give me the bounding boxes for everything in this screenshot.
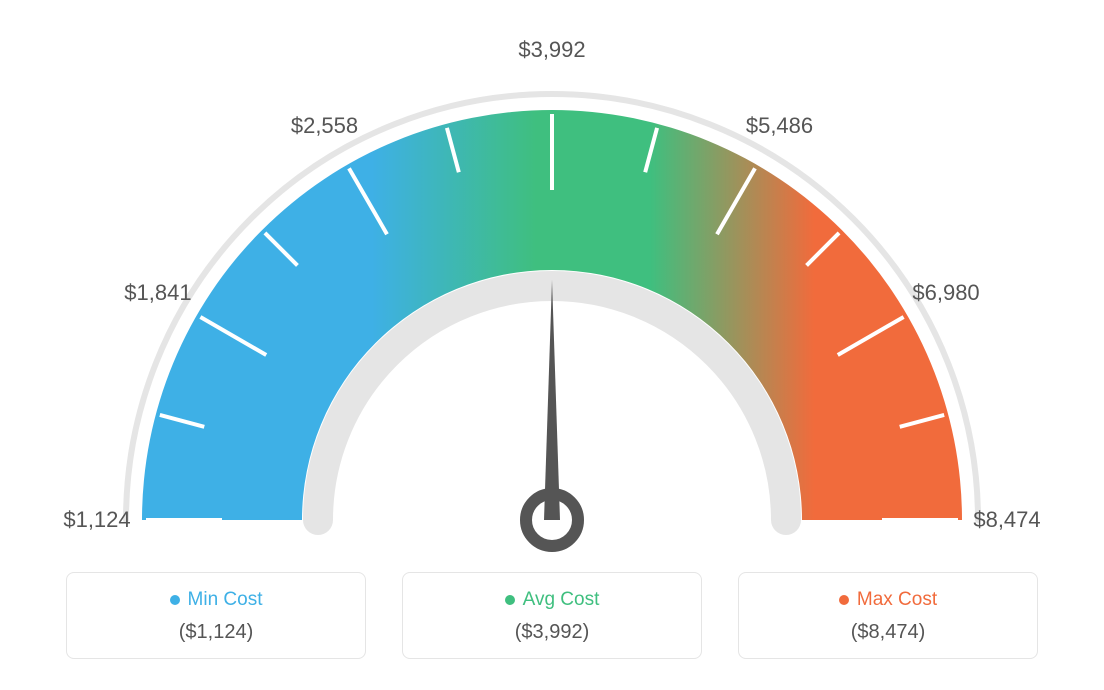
legend-label: Max Cost — [749, 589, 1027, 611]
legend-label-text: Min Cost — [188, 589, 263, 611]
gauge-tick-label: $8,474 — [973, 507, 1040, 533]
gauge-tick-label: $6,980 — [912, 280, 979, 306]
gauge-tick-label: $1,841 — [124, 280, 191, 306]
legend-label-text: Max Cost — [857, 589, 937, 611]
legend-dot-icon — [505, 595, 515, 605]
legend-card-max: Max Cost ($8,474) — [738, 572, 1038, 659]
legend-dot-icon — [839, 595, 849, 605]
legend-label-text: Avg Cost — [523, 589, 600, 611]
legend-value: ($3,992) — [413, 621, 691, 644]
cost-gauge: $1,124 $1,841 $2,558 $3,992 $5,486 $6,980 $8,4… — [32, 20, 1072, 560]
legend-dot-icon — [170, 595, 180, 605]
gauge-tick-label: $5,486 — [746, 113, 813, 139]
legend-card-min: Min Cost ($1,124) — [66, 572, 366, 659]
legend-label: Avg Cost — [413, 589, 691, 611]
legend-value: ($8,474) — [749, 621, 1027, 644]
legend-value: ($1,124) — [77, 621, 355, 644]
legend-row: Min Cost ($1,124) Avg Cost ($3,992) Max Cost… — [20, 572, 1084, 659]
gauge-tick-label: $2,558 — [291, 113, 358, 139]
legend-card-avg: Avg Cost ($3,992) — [402, 572, 702, 659]
gauge-tick-label: $1,124 — [63, 507, 130, 533]
gauge-tick-label: $3,992 — [518, 37, 585, 63]
legend-label: Min Cost — [77, 589, 355, 611]
